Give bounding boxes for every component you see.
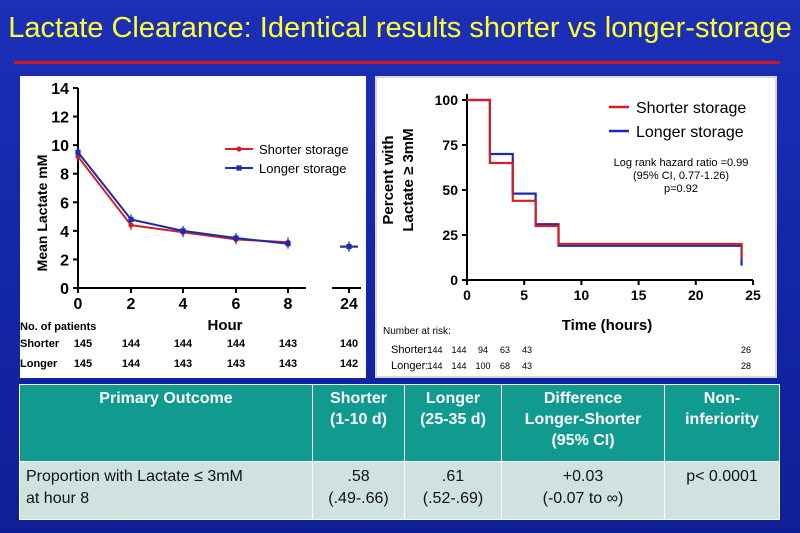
x-tick-label: 15: [631, 287, 647, 303]
patients-count: 142: [340, 358, 358, 370]
risk-count: 100: [475, 361, 490, 371]
cell-noninferiority: p< 0.0001: [664, 460, 780, 521]
y-tick-label: 10: [51, 138, 69, 155]
patients-count: 143: [174, 358, 192, 370]
y-tick-label: 75: [442, 137, 458, 153]
y-axis-label: Mean Lactate mM: [34, 155, 50, 272]
primary-outcome-table: Primary Outcome Shorter (1-10 d) Longer (2…: [19, 384, 780, 521]
risk-count: 68: [500, 361, 510, 371]
y-tick-label: 100: [435, 92, 459, 108]
y-axis-label-line1: Percent with: [380, 135, 397, 224]
km-curve-shorter: [467, 98, 743, 259]
patients-count: 144: [174, 338, 193, 350]
risk-count: 144: [427, 345, 442, 355]
legend-marker: [236, 146, 242, 152]
y-tick-label: 12: [51, 110, 69, 127]
risk-count-last: 28: [741, 361, 751, 371]
legend-marker: [236, 165, 242, 171]
y-tick-label: 25: [442, 227, 458, 243]
mean-lactate-chart-panel: Mean Lactate mM 0 2 4 6 8 10 12 14 0 2 4 6 8 24 Short…: [20, 76, 366, 378]
x-axis-label: Time (hours): [562, 317, 653, 334]
patients-count: 144: [122, 338, 141, 350]
legend-label: Longer storage: [259, 161, 346, 176]
legend-label: Shorter storage: [259, 142, 349, 157]
risk-row-label: Shorter:: [391, 344, 430, 356]
data-point: [285, 241, 291, 247]
x-tick-label: 5: [520, 287, 528, 303]
x-tick-label: 2: [127, 296, 136, 313]
header-difference: Difference Longer-Shorter (95% CI): [501, 384, 665, 462]
y-tick-label: 0: [60, 281, 69, 298]
table-row: Proportion with Lactate ≤ 3mM at hour 8 .…: [19, 460, 780, 521]
y-tick-label: 14: [51, 81, 69, 98]
y-tick-label: 50: [442, 182, 458, 198]
patients-count: 145: [74, 338, 92, 350]
title-divider: [14, 61, 780, 64]
risk-count: 144: [451, 345, 466, 355]
data-point: [346, 243, 352, 250]
patients-count: 143: [279, 338, 297, 350]
hazard-ratio-annotation: Log rank hazard ratio =0.99: [614, 157, 749, 169]
legend-label: Longer storage: [636, 124, 744, 141]
x-tick-label: 6: [232, 296, 241, 313]
risk-row-label: Longer:: [391, 360, 428, 372]
x-tick-label: 0: [74, 296, 83, 313]
y-tick-label: 0: [450, 272, 458, 288]
patients-count: 145: [74, 358, 92, 370]
patients-count: 140: [340, 338, 358, 350]
x-tick-label: 8: [284, 296, 293, 313]
risk-count: 144: [451, 361, 466, 371]
kaplan-meier-chart: Percent with Lactate ≥ 3mM 0 25 50 75 100 0 5 1…: [380, 92, 761, 372]
cell-longer: .61 (.52-.69): [404, 460, 502, 521]
risk-label: Number at risk:: [383, 326, 451, 337]
cell-outcome: Proportion with Lactate ≤ 3mM at hour 8: [19, 460, 313, 521]
patients-count: 143: [279, 358, 297, 370]
patients-count: 143: [227, 358, 245, 370]
y-tick-label: 8: [60, 167, 69, 184]
y-axis-label-line2: Lactate ≥ 3mM: [400, 128, 417, 231]
kaplan-meier-chart-panel: Percent with Lactate ≥ 3mM 0 25 50 75 100 0 5 1…: [375, 76, 777, 378]
header-shorter: Shorter (1-10 d): [312, 384, 405, 462]
hazard-ratio-annotation: (95% CI, 0.77-1.26): [633, 170, 729, 182]
risk-count: 63: [500, 345, 510, 355]
header-longer: Longer (25-35 d): [404, 384, 502, 462]
y-tick-label: 2: [60, 252, 69, 269]
risk-count-last: 26: [741, 345, 751, 355]
risk-count: 43: [522, 345, 532, 355]
y-tick-label: 4: [60, 224, 69, 241]
data-point: [180, 228, 186, 234]
x-tick-label: 0: [463, 287, 471, 303]
y-tick-label: 6: [60, 195, 69, 212]
risk-count: 43: [522, 361, 532, 371]
data-point: [75, 149, 81, 155]
header-noninferiority: Non-inferiority: [664, 384, 780, 462]
risk-count: 144: [427, 361, 442, 371]
patients-count: 144: [227, 338, 246, 350]
slide-title: Lactate Clearance: Identical results sho…: [8, 12, 792, 44]
x-axis-label: Hour: [208, 317, 243, 334]
x-tick-label: 10: [574, 287, 590, 303]
legend-label: Shorter storage: [636, 100, 746, 117]
cell-shorter: .58 (.49-.66): [312, 460, 405, 521]
hazard-ratio-annotation: p=0.92: [664, 183, 698, 195]
patients-row-label: Longer: [20, 358, 58, 370]
data-point: [128, 222, 134, 228]
cell-difference: +0.03 (-0.07 to ∞): [501, 460, 665, 521]
x-tick-label: 25: [745, 287, 761, 303]
x-tick-label: 24: [340, 296, 358, 313]
x-tick-label: 20: [688, 287, 704, 303]
header-primary-outcome: Primary Outcome: [19, 384, 313, 462]
data-point: [233, 235, 239, 241]
risk-count: 94: [478, 345, 488, 355]
patients-count: 144: [122, 358, 141, 370]
data-point: [128, 216, 134, 223]
patients-label: No. of patients: [20, 321, 96, 333]
table-header-row: Primary Outcome Shorter (1-10 d) Longer (2…: [19, 384, 780, 462]
patients-row-label: Shorter: [20, 338, 60, 350]
x-tick-label: 4: [179, 296, 188, 313]
